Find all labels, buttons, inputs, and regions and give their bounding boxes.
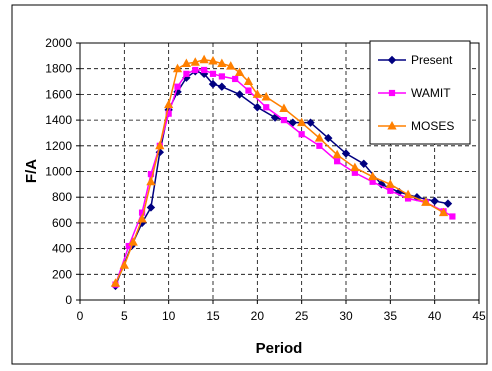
data-point-moses xyxy=(181,58,192,68)
data-point-moses xyxy=(297,117,307,127)
data-point-wamit xyxy=(298,131,305,138)
legend: Present WAMIT MOSES xyxy=(369,40,471,145)
y-tick-label: 600 xyxy=(52,216,72,230)
data-point-moses xyxy=(208,55,218,65)
x-axis-title: Period xyxy=(256,340,303,357)
x-tick-label: 20 xyxy=(251,309,265,323)
data-point-moses xyxy=(110,278,121,287)
data-point-wamit xyxy=(201,66,208,74)
data-point-wamit xyxy=(280,117,288,124)
data-point-moses xyxy=(137,213,147,223)
y-tick-label: 2000 xyxy=(45,36,72,50)
data-point-moses xyxy=(128,237,138,246)
legend-label-moses: MOSES xyxy=(411,119,454,133)
y-axis-title: F/A xyxy=(23,159,40,183)
data-point-present xyxy=(306,118,315,127)
legend-marker-moses xyxy=(387,120,397,130)
x-tick-label: 10 xyxy=(162,309,176,323)
data-point-moses xyxy=(172,63,183,73)
data-point-moses xyxy=(261,91,271,101)
data-point-present xyxy=(430,196,439,206)
data-point-present xyxy=(324,133,333,143)
data-point-moses xyxy=(199,54,209,64)
data-point-moses xyxy=(226,61,236,70)
x-tick-label: 5 xyxy=(121,309,128,323)
data-point-moses xyxy=(332,149,342,159)
data-point-present xyxy=(253,103,262,112)
series xyxy=(110,54,456,291)
y-tick-label: 200 xyxy=(52,267,72,281)
legend-label-wamit: WAMIT xyxy=(411,86,451,100)
x-tick-label: 30 xyxy=(339,309,353,323)
data-point-moses xyxy=(155,140,165,150)
data-point-moses xyxy=(279,103,289,113)
data-point-moses xyxy=(350,162,360,172)
legend-marker-wamit xyxy=(388,89,396,97)
y-tick-label: 1200 xyxy=(45,139,72,153)
data-point-wamit xyxy=(183,70,190,77)
data-point-wamit xyxy=(387,187,394,194)
data-point-moses xyxy=(217,58,227,68)
data-point-wamit xyxy=(245,87,252,94)
y-tick-label: 1000 xyxy=(45,165,72,179)
y-tick-label: 1600 xyxy=(45,87,72,101)
y-tick-label: 1800 xyxy=(45,62,72,76)
data-point-wamit xyxy=(209,70,217,77)
data-point-moses xyxy=(243,76,254,86)
x-tick-label: 0 xyxy=(77,309,84,323)
data-point-wamit xyxy=(316,142,323,149)
data-point-moses xyxy=(367,171,378,181)
data-point-moses xyxy=(252,89,262,98)
data-point-wamit xyxy=(334,158,341,165)
data-point-moses xyxy=(146,176,156,186)
data-point-moses xyxy=(314,133,325,142)
data-point-moses xyxy=(385,179,395,188)
x-tick-label: 35 xyxy=(384,309,398,323)
data-point-wamit xyxy=(263,104,270,111)
data-point-present xyxy=(359,159,368,168)
data-point-wamit xyxy=(174,83,181,90)
data-point-moses xyxy=(421,197,431,206)
data-point-present xyxy=(235,90,244,99)
data-point-wamit xyxy=(218,73,225,80)
y-tick-label: 400 xyxy=(52,242,72,256)
data-point-present xyxy=(208,79,218,89)
data-point-moses xyxy=(234,67,245,77)
legend-label-present: Present xyxy=(411,53,453,67)
x-tick-label: 25 xyxy=(295,309,309,323)
y-tick-label: 1400 xyxy=(45,113,72,127)
x-tick-label: 45 xyxy=(472,309,486,323)
y-tick-label: 800 xyxy=(52,190,72,204)
data-point-present xyxy=(341,149,351,158)
series-moses xyxy=(110,54,449,287)
data-point-moses xyxy=(190,57,200,66)
data-point-moses xyxy=(119,260,129,269)
data-point-present xyxy=(443,199,453,208)
data-point-present xyxy=(288,118,298,127)
axis-ticks: 0 200 400 600 800 1000 1200 1400 1600 1800 2000 0 5 1… xyxy=(45,36,486,323)
data-point-wamit xyxy=(449,213,456,220)
data-point-wamit xyxy=(232,75,239,83)
data-point-wamit xyxy=(192,66,199,74)
x-tick-label: 15 xyxy=(206,309,220,323)
data-point-present xyxy=(217,82,227,91)
y-tick-label: 0 xyxy=(65,293,72,307)
data-point-moses xyxy=(403,189,413,199)
data-point-moses xyxy=(438,207,449,217)
legend-marker-present xyxy=(387,55,397,65)
data-point-present xyxy=(146,203,156,212)
data-point-moses xyxy=(164,99,174,109)
x-tick-label: 40 xyxy=(428,309,442,323)
